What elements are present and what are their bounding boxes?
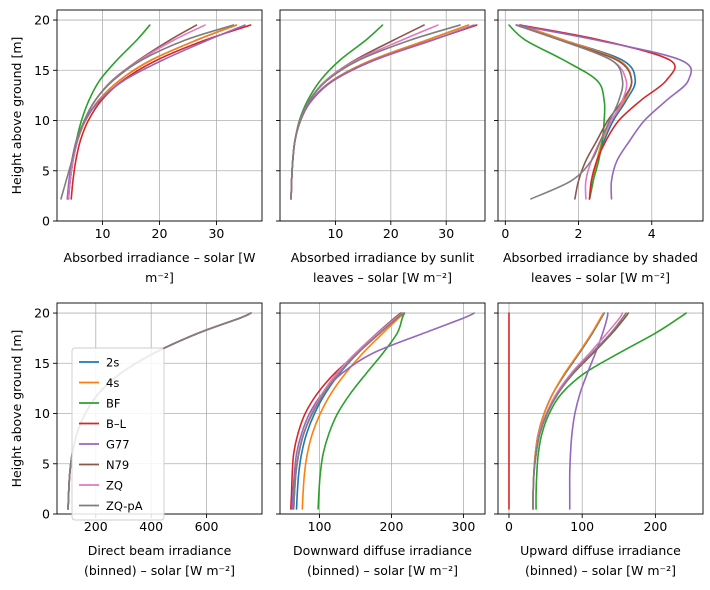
- panel-6: 0 100 200 Upward diffuse irradiance (binned)…: [494, 302, 704, 578]
- panel-3: 0 2 4 Absorbed irradiance by shaded leaves –…: [494, 9, 704, 285]
- series-line-g77: [291, 312, 476, 510]
- y-tick-label: 10: [34, 113, 50, 128]
- panel-5: 100 200 300 Downward diffuse irradiance (bin…: [276, 302, 486, 578]
- legend-label: G77: [106, 438, 130, 452]
- legend: 2s 4s BF B–L G77 N79 ZQ ZQ-pA: [71, 347, 165, 521]
- series-line-zq-pa: [290, 24, 461, 200]
- legend-box: [71, 347, 165, 521]
- x-tick-label: 200: [84, 519, 108, 534]
- series-lines: [290, 24, 478, 200]
- y-tick-label: 5: [42, 163, 50, 178]
- legend-label: N79: [106, 458, 129, 472]
- plot-frame: [497, 302, 704, 515]
- x-tick-label: 100: [570, 519, 594, 534]
- legend-label: 4s: [106, 376, 119, 390]
- x-axis-label: Absorbed irradiance – solar [W: [64, 250, 256, 265]
- x-tick-label: 0: [505, 519, 513, 534]
- x-tick-label: 20: [152, 226, 168, 241]
- legend-label: 2s: [106, 356, 119, 370]
- y-tick-label: 20: [34, 13, 50, 28]
- legend-label: ZQ-pA: [106, 499, 143, 513]
- x-tick-label: 20: [383, 226, 399, 241]
- x-tick-label: 100: [308, 519, 332, 534]
- x-tick-label: 30: [208, 226, 224, 241]
- series-line-b-l: [70, 24, 252, 200]
- x-axis-label: leaves – solar [W m⁻²]: [531, 270, 670, 285]
- series-lines: [289, 312, 476, 510]
- series-line-g77: [66, 24, 246, 200]
- x-tick-label: 400: [139, 519, 163, 534]
- x-axis-label: (binned) – solar [W m⁻²]: [525, 563, 676, 578]
- x-axis-label: Absorbed irradiance by sunlit: [291, 250, 475, 265]
- y-tick-label: 15: [34, 356, 50, 371]
- legend-label: B–L: [106, 417, 127, 431]
- series-line-zq-pa: [60, 24, 235, 200]
- plot-frame: [497, 9, 704, 222]
- x-axis-label: (binned) – solar [W m⁻²]: [84, 563, 235, 578]
- panel-2: 10 20 30 Absorbed irradiance by sunlit leave…: [276, 9, 486, 285]
- y-tick-label: 10: [34, 406, 50, 421]
- x-axis-label: m⁻²]: [145, 270, 174, 285]
- panel-4: 200 400 600 0 5 10 15 20 Direct beam irradiance (…: [9, 302, 263, 578]
- x-tick-label: 300: [451, 519, 475, 534]
- x-axis-label: Downward diffuse irradiance: [293, 543, 472, 558]
- x-tick-label: 200: [380, 519, 404, 534]
- series-line-zq-pa: [532, 312, 627, 510]
- x-tick-label: 0: [501, 226, 509, 241]
- y-axis-label: Height above ground [m]: [9, 37, 24, 195]
- x-axis-label: Direct beam irradiance: [88, 543, 232, 558]
- x-tick-label: 600: [195, 519, 219, 534]
- x-tick-label: 200: [643, 519, 667, 534]
- x-axis-label: leaves – solar [W m⁻²]: [313, 270, 452, 285]
- plot-frame: [279, 302, 486, 515]
- series-lines: [60, 24, 252, 200]
- series-line-g77: [515, 24, 693, 200]
- legend-label: BF: [106, 397, 121, 411]
- x-tick-label: 10: [327, 226, 343, 241]
- series-lines: [508, 312, 687, 510]
- series-line-4s: [301, 312, 406, 510]
- y-tick-label: 0: [42, 507, 50, 522]
- plot-frame: [279, 9, 486, 222]
- x-axis-label: Upward diffuse irradiance: [520, 543, 681, 558]
- panel-1: 10 20 30 0 5 10 15 20 Absorbed irradiance – sola…: [9, 9, 263, 285]
- x-tick-label: 2: [575, 226, 583, 241]
- y-tick-label: 0: [42, 214, 50, 229]
- series-line-zq-pa: [292, 312, 405, 510]
- series-line-zq-pa: [515, 24, 624, 200]
- x-axis-label: Absorbed irradiance by shaded: [503, 250, 698, 265]
- series-lines: [508, 24, 693, 200]
- series-line-bf: [535, 312, 687, 510]
- series-line-bf: [508, 24, 606, 200]
- x-tick-label: 4: [648, 226, 656, 241]
- series-line-bf: [317, 312, 406, 510]
- series-line-g77: [568, 312, 609, 510]
- x-tick-label: 10: [95, 226, 111, 241]
- y-axis-label: Height above ground [m]: [9, 330, 24, 488]
- y-tick-label: 15: [34, 63, 50, 78]
- y-tick-label: 5: [42, 456, 50, 471]
- x-tick-label: 30: [438, 226, 454, 241]
- legend-label: ZQ: [106, 479, 123, 493]
- y-tick-label: 20: [34, 306, 50, 321]
- x-axis-label: (binned) – solar [W m⁻²]: [307, 563, 458, 578]
